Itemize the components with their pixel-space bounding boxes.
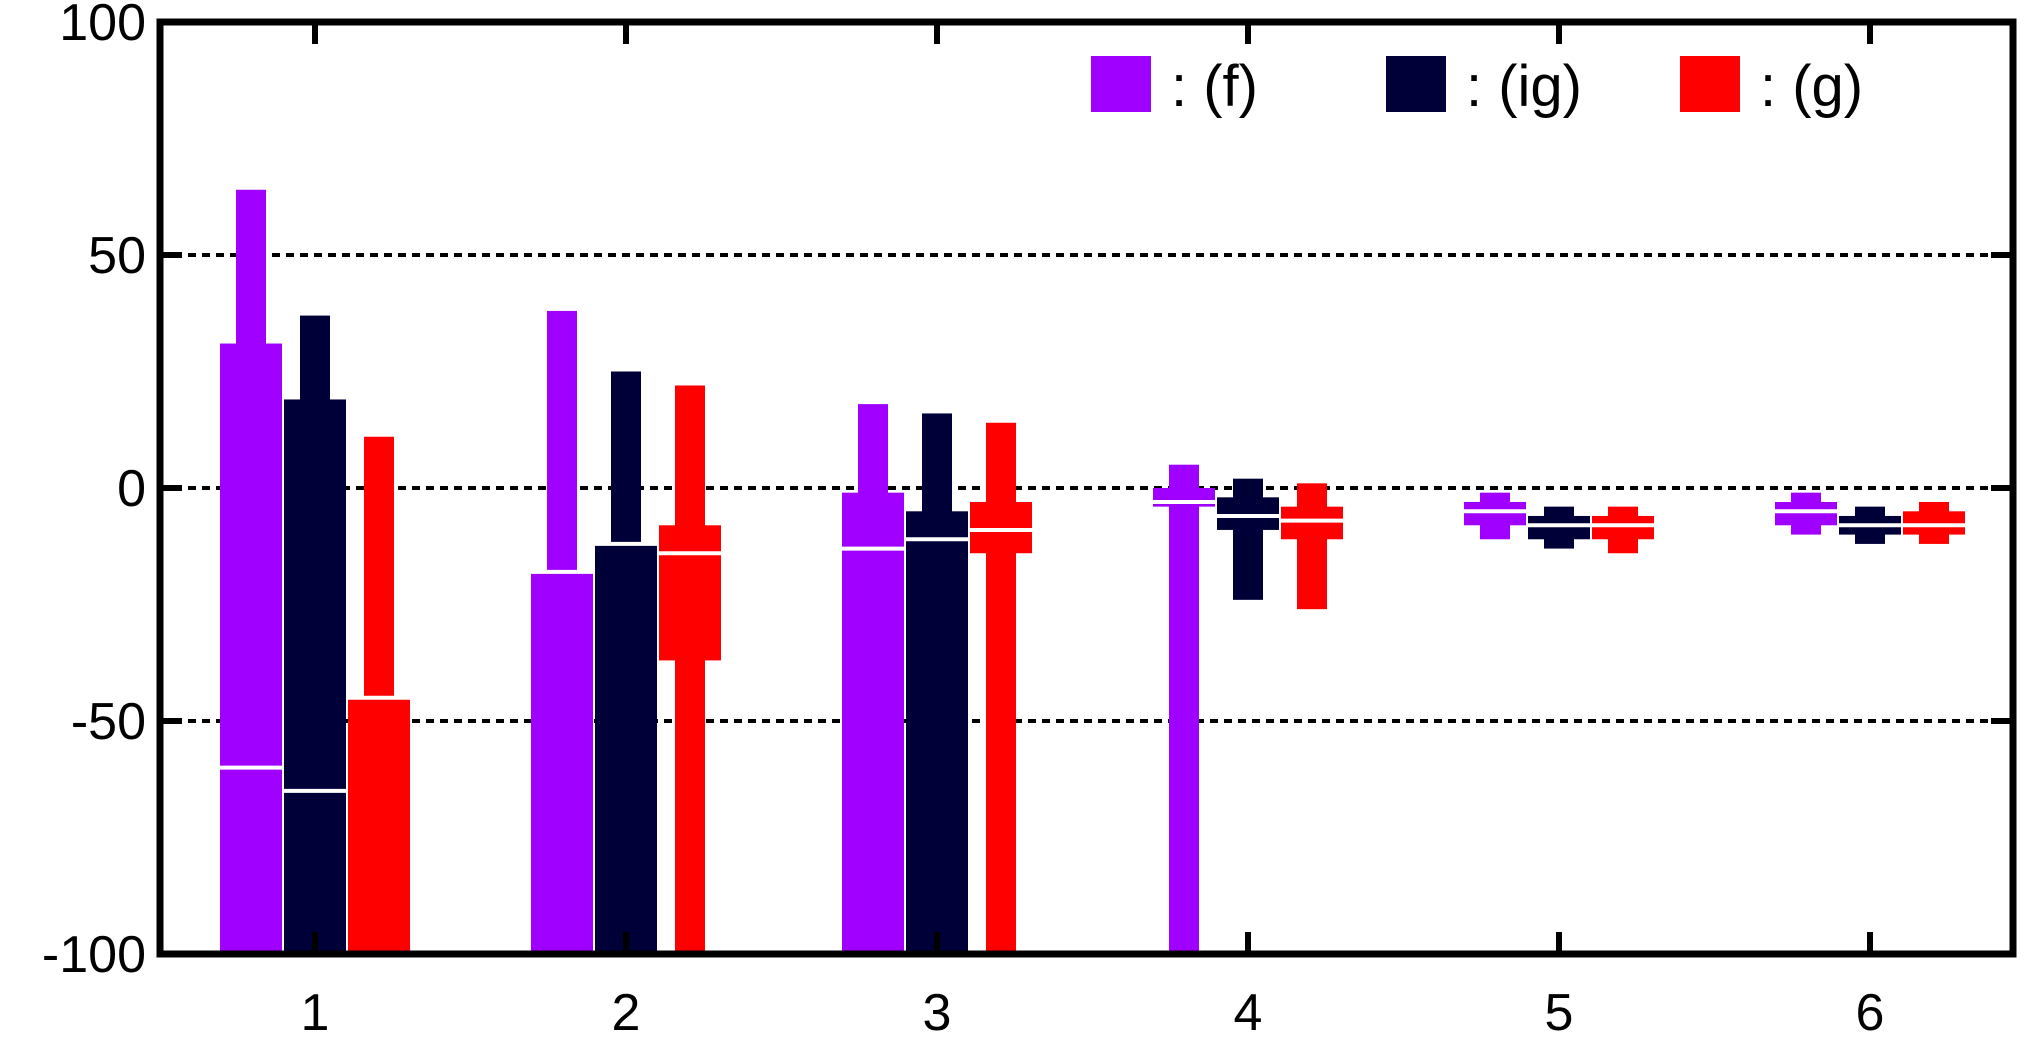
box-3-4 <box>1281 483 1343 610</box>
legend-swatch-3 <box>1680 56 1740 112</box>
box-body <box>842 492 904 954</box>
box-3-5 <box>1592 506 1654 554</box>
box-body <box>531 571 593 954</box>
y-tick-label: -50 <box>71 693 146 751</box>
legend: : (f) : (ig) : (g) <box>1091 54 1863 119</box>
x-tick-label: 4 <box>1234 984 1263 1041</box>
box-body <box>1528 515 1590 540</box>
y-tick-label: 0 <box>117 460 146 518</box>
box-body <box>970 501 1032 554</box>
legend-label-2: : (ig) <box>1466 54 1582 119</box>
y-tick-label: 50 <box>88 227 146 285</box>
box-2-3 <box>906 413 968 954</box>
legend-label-1: : (f) <box>1171 54 1258 119</box>
whisker <box>1169 464 1199 954</box>
box-body <box>1464 501 1526 526</box>
gridlines <box>160 253 2013 723</box>
box-2-4 <box>1217 478 1279 600</box>
whisker <box>1297 483 1327 610</box>
box-body <box>348 697 410 954</box>
box-1-1 <box>220 189 282 954</box>
box-2-5 <box>1528 506 1590 549</box>
box-3-3 <box>970 422 1032 954</box>
x-tick-label: 6 <box>1856 984 1885 1041</box>
legend-swatch-1 <box>1091 56 1151 112</box>
box-2-1 <box>284 315 346 955</box>
box-3-2 <box>659 385 721 955</box>
legend-swatch-2 <box>1386 56 1446 112</box>
box-body <box>1775 501 1837 526</box>
box-3-6 <box>1903 501 1965 544</box>
box-1-3 <box>842 404 904 954</box>
box-body <box>1903 511 1965 535</box>
box-body <box>220 343 282 954</box>
box-body <box>1217 497 1279 530</box>
box-2-6 <box>1839 506 1901 544</box>
data-boxes <box>220 189 1965 955</box>
y-tick-label: -100 <box>42 926 146 984</box>
x-tick-label: 3 <box>923 984 952 1041</box>
box-1-4 <box>1153 464 1215 954</box>
box-2-2 <box>595 371 657 954</box>
whisker <box>675 385 705 955</box>
box-3-1 <box>348 436 410 954</box>
box-body <box>595 543 657 954</box>
y-tick-label: 100 <box>59 0 146 52</box>
box-body <box>906 511 968 954</box>
box-1-5 <box>1464 492 1526 540</box>
whisker <box>1233 478 1263 600</box>
x-tick-label: 2 <box>612 984 641 1041</box>
box-1-2 <box>531 310 593 954</box>
box-body <box>284 399 346 955</box>
legend-label-3: : (g) <box>1760 54 1863 119</box>
x-tick-label: 1 <box>301 984 330 1041</box>
box-1-6 <box>1775 492 1837 535</box>
x-tick-label: 5 <box>1545 984 1574 1041</box>
box-body <box>659 525 721 661</box>
box-body <box>1592 515 1654 540</box>
box-body <box>1281 506 1343 540</box>
axes: -100 -50 0 50 100 1 2 3 4 5 6 <box>42 0 2013 1041</box>
